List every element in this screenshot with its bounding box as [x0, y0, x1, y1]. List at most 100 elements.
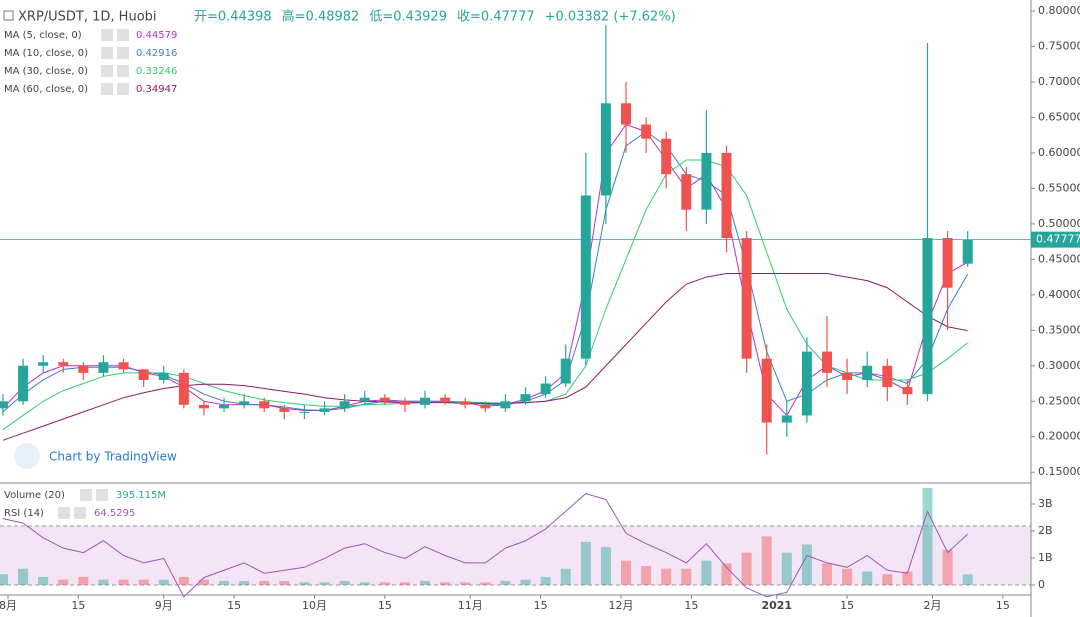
candle-body — [279, 408, 290, 412]
x-tick-label: 2021 — [761, 599, 792, 612]
volume-bar — [178, 576, 189, 585]
settings-icon[interactable] — [58, 507, 70, 519]
volume-bar — [198, 579, 209, 585]
last-price-box — [1031, 231, 1080, 248]
candle-body — [580, 195, 591, 359]
settings-icon[interactable] — [101, 47, 113, 59]
volume-bar — [761, 536, 772, 585]
volume-bar — [621, 560, 632, 585]
close-icon[interactable] — [96, 489, 108, 501]
candle-body — [882, 365, 893, 388]
volume-bar — [78, 576, 89, 585]
settings-icon[interactable] — [101, 29, 113, 41]
volume-bar — [118, 579, 129, 585]
volume-bar — [781, 552, 792, 585]
volume-bar — [319, 582, 330, 585]
volume-bar — [480, 582, 491, 585]
x-tick-label: 11月 — [458, 599, 483, 612]
candle-body — [701, 152, 712, 210]
settings-icon[interactable] — [80, 489, 92, 501]
volume-bar — [219, 580, 230, 585]
close-icon[interactable] — [74, 507, 86, 519]
volume-bar — [38, 576, 49, 585]
candle-body — [98, 362, 109, 373]
settings-icon[interactable] — [101, 65, 113, 77]
y-tick-label: 0.40000 — [1038, 288, 1080, 301]
volume-bar — [359, 582, 370, 585]
ma-legend-value: 0.44579 — [136, 30, 177, 41]
y-tick-label: 0.80000 — [1038, 4, 1080, 17]
rsi-line — [2, 493, 969, 598]
candle-body — [460, 401, 471, 405]
volume-bar — [299, 582, 310, 585]
y-tick-label: 0.70000 — [1038, 75, 1080, 88]
candle-body — [359, 397, 370, 402]
x-tick-label: 9月 — [155, 599, 173, 612]
candle-body — [962, 239, 973, 264]
candle-body — [600, 103, 611, 196]
candle-body — [178, 372, 189, 405]
volume-legend-value: 395.115M — [116, 490, 166, 501]
y-tick-label: 0.65000 — [1038, 110, 1080, 123]
volume-bar — [420, 580, 431, 585]
x-tick-label: 15 — [227, 599, 241, 612]
candle-body — [399, 401, 410, 405]
ma-legend-name: MA (5, close, 0) — [4, 30, 82, 41]
volume-bar — [822, 563, 833, 585]
volume-bar — [862, 571, 873, 585]
volume-bar — [902, 571, 913, 585]
collapse-icon[interactable] — [3, 10, 14, 21]
rsi-legend-name: RSI (14) — [4, 508, 44, 519]
close-icon[interactable] — [117, 83, 129, 95]
volume-bar — [942, 549, 953, 585]
volume-bar — [801, 544, 812, 585]
candle-body — [440, 397, 451, 402]
candle-body — [500, 401, 511, 409]
candle-body — [842, 372, 853, 380]
candle-body — [781, 415, 792, 423]
volume-bar — [500, 580, 511, 585]
candle-body — [0, 401, 8, 409]
candle-body — [641, 124, 652, 139]
candle-body — [560, 358, 571, 384]
candle-body — [339, 401, 350, 409]
candle-body — [862, 365, 873, 380]
ma-legend-value: 0.33246 — [136, 66, 177, 77]
y-tick-label: 0.25000 — [1038, 394, 1080, 407]
candle-body — [721, 152, 732, 239]
volume-bar — [399, 582, 410, 585]
candle-body — [661, 138, 672, 175]
volume-bar — [741, 552, 752, 585]
volume-tick-label: 0 — [1038, 578, 1045, 591]
volume-bar — [540, 576, 551, 585]
close-icon[interactable] — [117, 29, 129, 41]
candle-body — [58, 362, 69, 366]
candle-body — [942, 238, 953, 288]
volume-bar — [842, 568, 853, 585]
watermark[interactable]: Chart by TradingView — [49, 450, 177, 464]
volume-bar — [0, 574, 8, 585]
volume-bar — [440, 582, 451, 585]
ma-legend-name: MA (30, close, 0) — [4, 66, 88, 77]
volume-bar — [520, 579, 531, 585]
candle-body — [138, 369, 149, 380]
volume-bar — [339, 580, 350, 585]
candle-body — [379, 397, 390, 402]
y-tick-label: 0.30000 — [1038, 359, 1080, 372]
y-tick-label: 0.45000 — [1038, 252, 1080, 265]
candle-body — [420, 397, 431, 405]
settings-icon[interactable] — [101, 83, 113, 95]
x-tick-label: 12月 — [608, 599, 633, 612]
ohlc-label: 高=0.48982 — [282, 9, 360, 25]
candle-body — [259, 401, 270, 409]
volume-bar — [661, 568, 672, 585]
volume-bar — [681, 568, 692, 585]
volume-bar — [882, 574, 893, 585]
candle-body — [741, 238, 752, 359]
close-icon[interactable] — [117, 47, 129, 59]
x-tick-label: 2月 — [924, 599, 942, 612]
volume-bar — [239, 580, 250, 585]
close-icon[interactable] — [117, 65, 129, 77]
